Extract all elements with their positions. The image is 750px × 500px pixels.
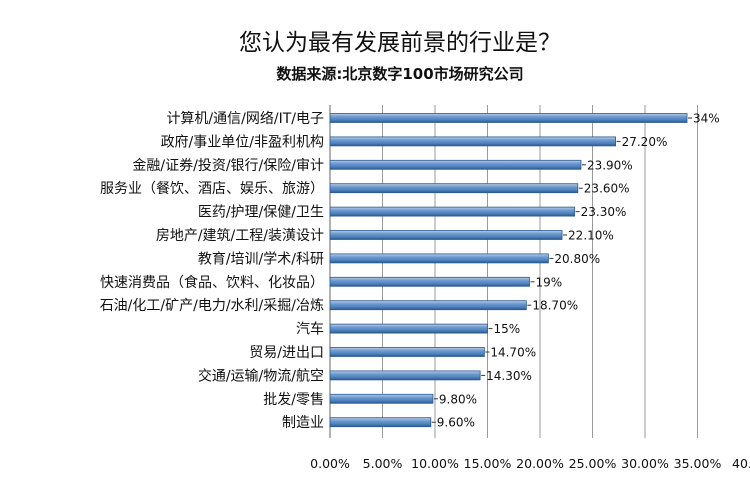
category-label: 汽车 xyxy=(296,321,324,338)
category-label: 石油/化工/矿产/电力/水利/采掘/冶炼 xyxy=(100,298,324,314)
category-label: 批发/零售 xyxy=(263,392,324,408)
data-label: 19% xyxy=(536,275,563,289)
bar xyxy=(329,136,617,147)
bar xyxy=(329,300,527,311)
category-label: 医药/护理/保健/卫生 xyxy=(198,205,324,221)
data-labels: 34% 27.20% 23.90% 23.60% 23.30% 22.10% 20.80% 1… xyxy=(431,112,720,430)
data-label: 23.60% xyxy=(584,182,630,196)
category-label: 计算机/通信/网络/IT/电子 xyxy=(166,111,324,127)
x-tick-label: 15.00% xyxy=(464,456,512,471)
bar xyxy=(329,253,549,264)
bar xyxy=(329,347,485,357)
bars xyxy=(329,113,688,428)
data-label: 15% xyxy=(494,322,521,336)
bar xyxy=(329,230,563,240)
category-label: 交通/运输/物流/航空 xyxy=(198,367,324,384)
data-label: 27.20% xyxy=(622,135,668,149)
data-label: 34% xyxy=(693,112,720,126)
bar xyxy=(329,417,432,428)
bar xyxy=(329,370,481,381)
bar xyxy=(329,113,688,123)
data-label: 14.70% xyxy=(490,346,536,360)
data-label: 20.80% xyxy=(554,252,600,266)
bar xyxy=(329,159,582,170)
data-label: 18.70% xyxy=(532,299,578,313)
bar xyxy=(329,323,488,334)
category-label: 房地产/建筑/工程/装潢设计 xyxy=(156,228,324,244)
category-label: 服务业（餐饮、酒店、娱乐、旅游） xyxy=(100,181,324,197)
bar xyxy=(329,206,576,217)
gridlines xyxy=(329,105,698,438)
category-label: 制造业 xyxy=(282,415,324,431)
x-tick-label: 30.00% xyxy=(621,456,669,471)
x-tick-label: 35.00% xyxy=(674,456,722,471)
bar xyxy=(329,276,530,287)
bar xyxy=(329,183,579,194)
x-tick-label: 40.00% xyxy=(732,456,750,471)
bar xyxy=(329,393,434,404)
category-label: 政府/事业单位/非盈利机构 xyxy=(161,134,324,150)
x-tick-label: 25.00% xyxy=(569,456,617,471)
category-label: 教育/培训/学术/科研 xyxy=(198,251,324,267)
category-label: 金融/证券/投资/银行/保险/审计 xyxy=(132,158,324,174)
category-label: 快速消费品（食品、饮料、化妆品） xyxy=(100,274,324,291)
x-tick-label: 5.00% xyxy=(363,456,403,471)
chart-title: 您认为最有发展前景的行业是？ xyxy=(239,30,561,56)
data-label: 9.80% xyxy=(439,392,477,406)
category-labels: 计算机/通信/网络/IT/电子政府/事业单位/非盈利机构金融/证券/投资/银行/… xyxy=(100,111,324,431)
data-label: 23.90% xyxy=(587,158,633,172)
data-label: 22.10% xyxy=(568,229,614,243)
x-tick-label: 0.00% xyxy=(310,456,350,471)
data-label: 9.60% xyxy=(437,416,475,430)
category-label: 贸易/进出口 xyxy=(249,345,324,361)
data-label: 14.30% xyxy=(486,369,532,383)
x-axis-ticks: 0.00% 5.00% 10.00% 15.00% 20.00% 25.00% 30.00%… xyxy=(310,456,750,471)
x-tick-label: 10.00% xyxy=(411,456,459,471)
x-tick-label: 20.00% xyxy=(516,456,564,471)
data-label: 23.30% xyxy=(581,205,627,219)
chart-subtitle: 数据来源:北京数字100市场研究公司 xyxy=(276,65,523,83)
